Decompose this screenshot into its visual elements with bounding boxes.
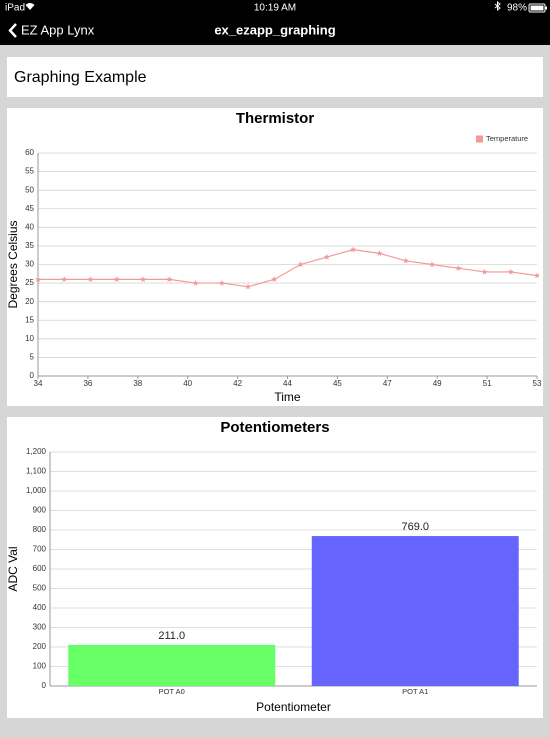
y-tick-label: 600	[33, 564, 47, 573]
data-point	[113, 276, 120, 282]
x-tick-label: 38	[133, 379, 142, 388]
x-tick-label: POT A0	[159, 687, 185, 696]
x-tick-label: 51	[483, 379, 492, 388]
bluetooth-icon	[494, 0, 501, 12]
y-tick-label: 0	[30, 371, 35, 380]
legend-swatch	[476, 135, 483, 143]
bar	[68, 644, 276, 686]
y-tick-label: 35	[25, 241, 34, 250]
data-point	[323, 253, 330, 260]
data-point	[481, 268, 488, 275]
data-point	[350, 246, 357, 253]
y-tick-label: 0	[42, 681, 47, 690]
y-axis-title: Degrees Celsius	[6, 220, 20, 308]
y-tick-label: 100	[33, 662, 47, 671]
y-tick-label: 1,100	[26, 467, 47, 476]
y-tick-label: 40	[25, 222, 34, 231]
x-tick-label: POT A1	[402, 687, 428, 696]
data-point	[428, 261, 435, 268]
back-label[interactable]: EZ App Lynx	[21, 22, 95, 37]
data-point	[192, 279, 199, 286]
back-button[interactable]: EZ App Lynx	[8, 22, 95, 38]
y-tick-label: 55	[25, 167, 34, 176]
device-name: iPad	[5, 3, 25, 14]
x-tick-label: 53	[533, 379, 542, 388]
y-tick-label: 25	[25, 278, 34, 287]
clock: 10:19 AM	[254, 3, 296, 14]
battery-tip	[545, 6, 547, 10]
y-tick-label: 10	[25, 334, 34, 343]
back-chevron[interactable]	[8, 23, 17, 38]
x-axis-title: Potentiometer	[256, 700, 331, 714]
y-tick-label: 50	[25, 185, 34, 194]
data-point	[402, 257, 409, 264]
y-tick-label: 400	[33, 603, 47, 612]
value-label: 769.0	[401, 521, 429, 533]
y-tick-label: 700	[33, 545, 47, 554]
battery-level: 98%	[507, 3, 527, 14]
chart-title: Potentiometers	[220, 419, 329, 436]
header-title: Graphing Example	[14, 69, 147, 86]
x-tick-label: 44	[283, 379, 292, 388]
x-tick-label: 47	[383, 379, 392, 388]
y-tick-label: 800	[33, 525, 47, 534]
x-tick-label: 36	[83, 379, 92, 388]
value-label: 211.0	[158, 630, 185, 642]
nav-title: ex_ezapp_graphing	[214, 22, 335, 37]
y-tick-label: 200	[33, 642, 47, 651]
x-tick-label: 34	[34, 379, 43, 388]
data-point	[34, 276, 42, 282]
chart-panel	[7, 108, 543, 406]
x-axis-title: Time	[274, 390, 301, 404]
y-tick-label: 60	[25, 148, 34, 157]
y-tick-label: 45	[25, 204, 34, 213]
x-tick-label: 42	[233, 379, 242, 388]
data-point	[140, 276, 147, 282]
x-tick-label: 40	[183, 379, 192, 388]
y-tick-label: 30	[25, 260, 34, 269]
data-point	[61, 276, 68, 282]
x-tick-label: 49	[433, 379, 442, 388]
y-tick-label: 5	[30, 353, 35, 362]
data-point	[376, 250, 383, 256]
data-point	[87, 276, 94, 282]
data-point	[455, 265, 462, 271]
legend-label: Temperature	[486, 134, 528, 143]
y-tick-label: 500	[33, 584, 47, 593]
y-tick-label: 1,200	[26, 447, 47, 456]
y-axis-title: ADC Val	[6, 546, 20, 591]
x-tick-label: 45	[333, 379, 342, 388]
data-point	[166, 276, 173, 282]
data-point	[271, 276, 278, 282]
top-bar	[0, 0, 550, 45]
header-panel	[7, 57, 543, 97]
bar	[311, 536, 519, 686]
y-tick-label: 15	[25, 315, 34, 324]
y-tick-label: 20	[25, 297, 34, 306]
chart-title: Thermistor	[236, 110, 315, 127]
battery-fill	[530, 5, 544, 11]
data-point	[507, 268, 514, 275]
data-line	[38, 249, 538, 288]
battery-icon	[528, 3, 546, 13]
data-point	[533, 272, 541, 279]
data-point	[297, 261, 304, 268]
y-tick-label: 900	[33, 506, 47, 515]
data-point	[245, 283, 252, 290]
y-tick-label: 300	[33, 623, 47, 632]
data-point	[218, 279, 225, 286]
y-tick-label: 1,000	[26, 486, 47, 495]
wifi-icon	[25, 3, 35, 10]
